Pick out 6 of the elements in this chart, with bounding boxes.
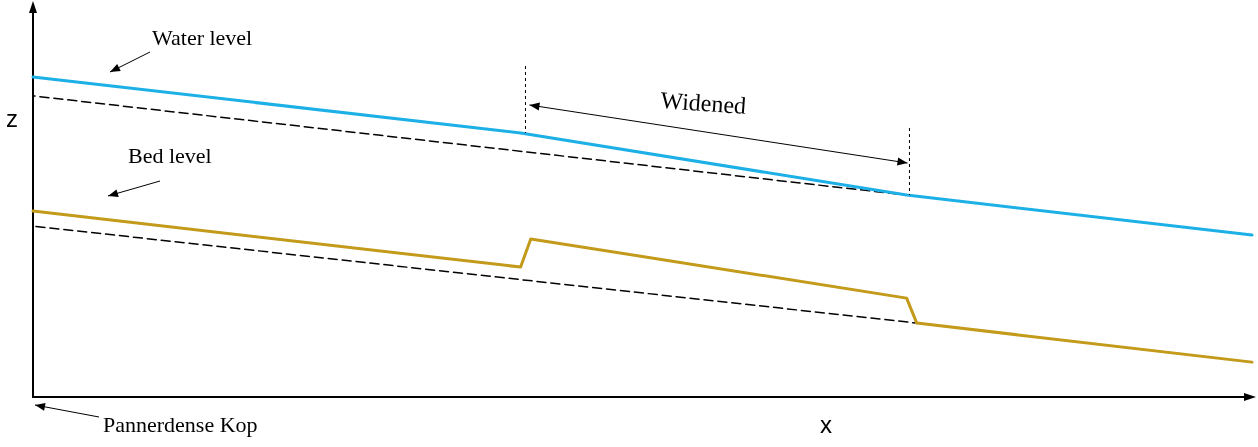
x-axis-title: x — [820, 410, 832, 438]
y-axis-title: z — [6, 104, 18, 132]
text: Water level — [152, 24, 253, 50]
annotation: Bed level — [128, 142, 212, 168]
annotation: Widened — [659, 87, 747, 119]
text: Pannerdense Kop — [103, 411, 258, 437]
